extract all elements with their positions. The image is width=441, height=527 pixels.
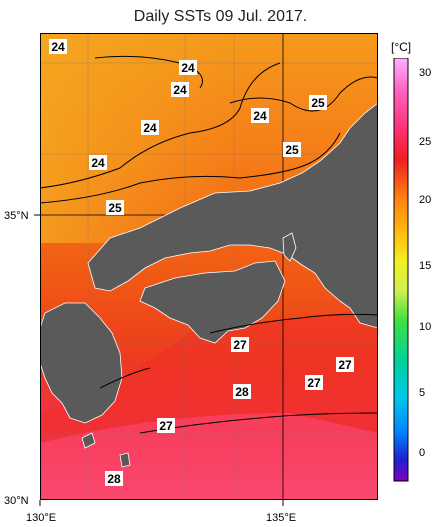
island-south-2: [119, 452, 131, 468]
contour-label: 24: [141, 120, 159, 135]
contour-label: 27: [305, 375, 323, 390]
contour-label: 25: [106, 200, 124, 215]
lon-label-135: 135°E: [266, 512, 296, 524]
colorbar-tick: 20: [419, 194, 431, 206]
colorbar-unit: [°C]: [391, 40, 412, 54]
warm-region: [40, 308, 378, 500]
colorbar-tick: 5: [419, 387, 425, 399]
colorbar-tick: 30: [419, 67, 431, 79]
contour-label: 27: [336, 357, 354, 372]
colorbar-ticks: 30 25 20 15 10 5 0: [419, 67, 431, 459]
svg-text:27: 27: [338, 358, 352, 372]
map-title: Daily SSTs 09 Jul. 2017.: [133, 8, 308, 25]
svg-text:24: 24: [51, 40, 65, 54]
svg-text:24: 24: [181, 61, 195, 75]
svg-text:28: 28: [235, 385, 249, 399]
contour-label: 25: [309, 95, 327, 110]
colorbar: 30 25 20 15 10 5 0: [393, 58, 431, 482]
contour-label: 28: [233, 384, 251, 399]
honshu: [87, 102, 378, 329]
svg-text:24: 24: [91, 156, 105, 170]
island-south: [81, 432, 96, 449]
contour-label: 27: [157, 418, 175, 433]
svg-text:25: 25: [108, 201, 122, 215]
contour-label: 24: [179, 60, 197, 75]
lon-label-130: 130°E: [26, 512, 56, 524]
contour-label: 24: [49, 39, 67, 54]
svg-text:24: 24: [173, 83, 187, 97]
colorbar-gradient: [393, 58, 409, 482]
svg-text:25: 25: [285, 143, 299, 157]
contour-label: 27: [231, 337, 249, 352]
contour-label: 24: [251, 108, 269, 123]
kyushu: [40, 302, 123, 424]
contour-label: 24: [171, 82, 189, 97]
svg-text:27: 27: [233, 338, 247, 352]
lat-label-30: 30°N: [4, 495, 29, 507]
colorbar-tick: 0: [419, 447, 425, 459]
svg-text:27: 27: [159, 419, 173, 433]
svg-text:27: 27: [307, 376, 321, 390]
svg-text:25: 25: [311, 96, 325, 110]
contour-label: 28: [105, 471, 123, 486]
colorbar-tick: 25: [419, 136, 431, 148]
contour-label: 24: [89, 155, 107, 170]
svg-text:28: 28: [107, 472, 121, 486]
shikoku: [139, 260, 286, 344]
colorbar-tick: 10: [419, 321, 431, 333]
map-frame: [40, 33, 378, 500]
svg-text:24: 24: [143, 121, 157, 135]
contour-labels: 24 24 24 24 24 24 25 25 25 27 27 27 28 2…: [49, 39, 354, 486]
colorbar-tick: 15: [419, 260, 431, 272]
sst-map: 24 24 24 24 24 24 25 25 25 27 27 27 28 2…: [40, 33, 378, 500]
lat-label-35: 35°N: [4, 210, 29, 222]
contour-label: 25: [283, 142, 301, 157]
land: [40, 102, 378, 468]
svg-text:24: 24: [253, 109, 267, 123]
awaji: [282, 232, 297, 262]
